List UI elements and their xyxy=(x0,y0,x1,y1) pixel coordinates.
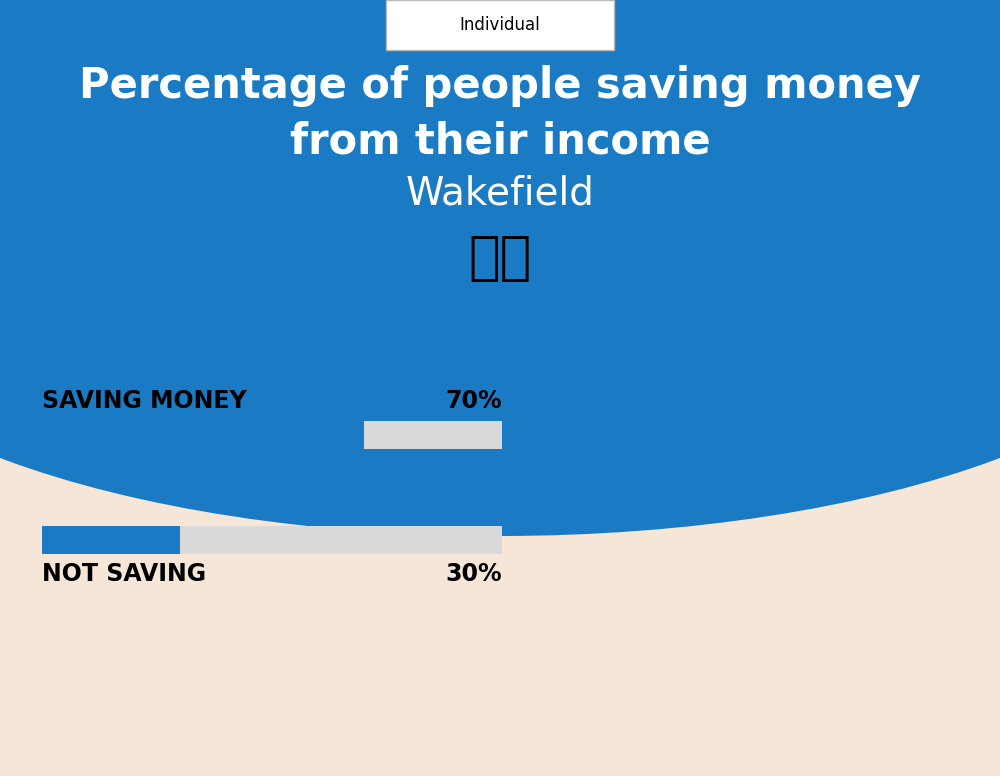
Text: SAVING MONEY: SAVING MONEY xyxy=(42,389,247,413)
Text: Percentage of people saving money: Percentage of people saving money xyxy=(79,65,921,107)
Bar xyxy=(42,421,502,449)
Bar xyxy=(0,0,1000,276)
Bar xyxy=(42,526,502,554)
Text: 🇬🇧: 🇬🇧 xyxy=(468,232,532,284)
Bar xyxy=(42,526,180,554)
Text: 70%: 70% xyxy=(445,389,502,413)
Text: NOT SAVING: NOT SAVING xyxy=(42,562,206,586)
Ellipse shape xyxy=(0,16,1000,536)
Text: Wakefield: Wakefield xyxy=(406,175,594,213)
FancyBboxPatch shape xyxy=(386,0,614,50)
Text: from their income: from their income xyxy=(290,120,710,162)
Text: Individual: Individual xyxy=(460,16,540,34)
Text: 30%: 30% xyxy=(445,562,502,586)
Bar xyxy=(42,421,364,449)
